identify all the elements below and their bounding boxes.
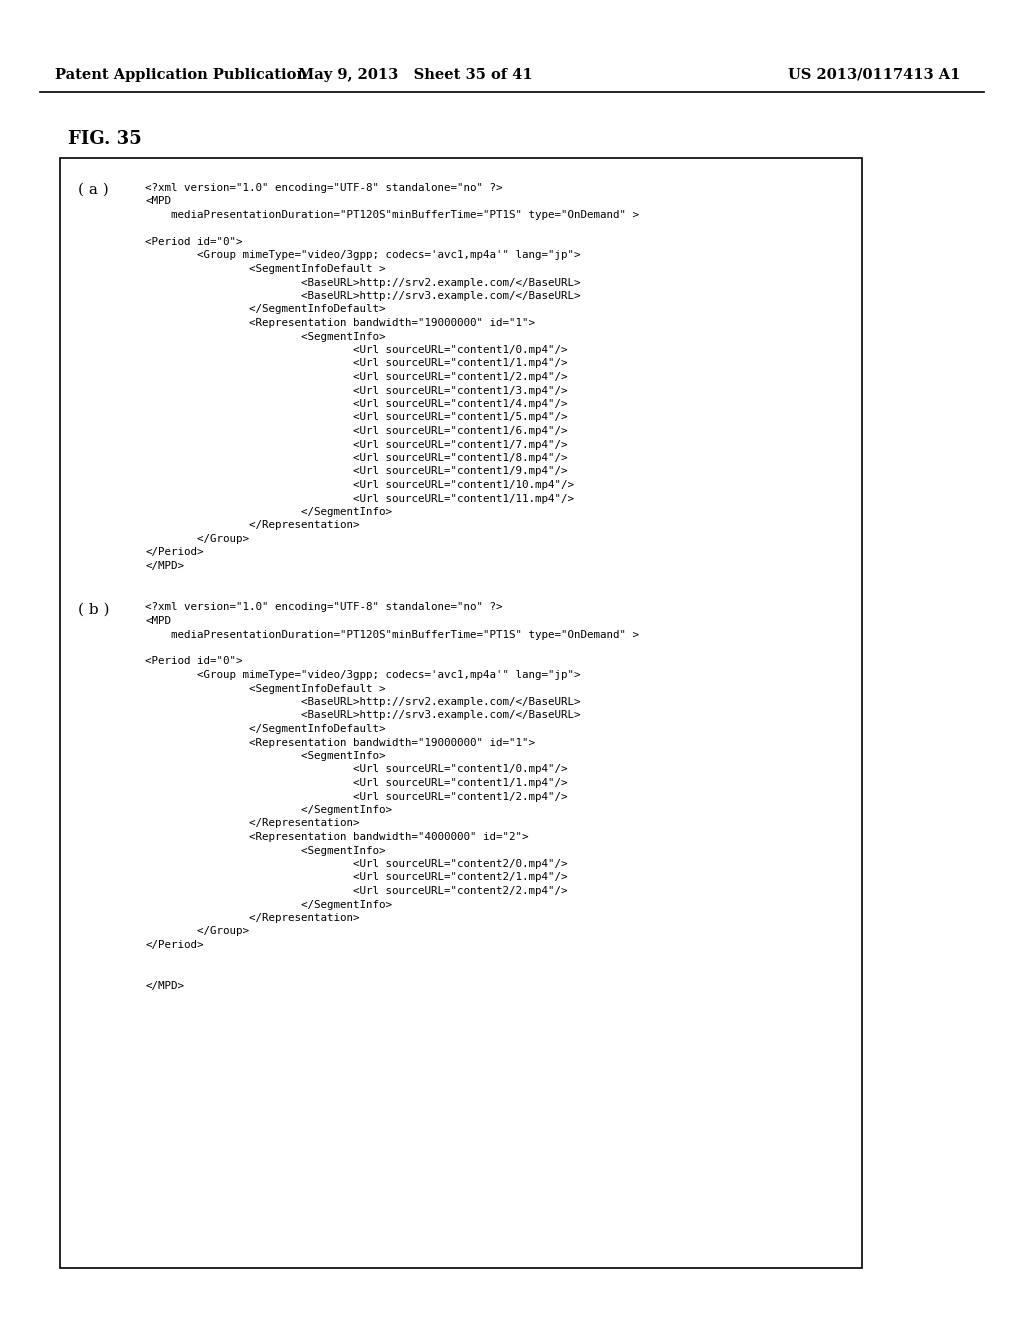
Text: <Url sourceURL="content1/3.mp4"/>: <Url sourceURL="content1/3.mp4"/> <box>145 385 567 396</box>
Text: mediaPresentationDuration="PT120S"minBufferTime="PT1S" type="OnDemand" >: mediaPresentationDuration="PT120S"minBuf… <box>145 630 639 639</box>
Text: US 2013/0117413 A1: US 2013/0117413 A1 <box>787 69 961 82</box>
Text: </MPD>: </MPD> <box>145 981 184 990</box>
Text: <Url sourceURL="content1/6.mp4"/>: <Url sourceURL="content1/6.mp4"/> <box>145 426 567 436</box>
Text: <Url sourceURL="content1/10.mp4"/>: <Url sourceURL="content1/10.mp4"/> <box>145 480 574 490</box>
Text: <Url sourceURL="content1/11.mp4"/>: <Url sourceURL="content1/11.mp4"/> <box>145 494 574 503</box>
Text: <BaseURL>http://srv2.example.com/</BaseURL>: <BaseURL>http://srv2.example.com/</BaseU… <box>145 277 581 288</box>
Text: <?xml version="1.0" encoding="UTF-8" standalone="no" ?>: <?xml version="1.0" encoding="UTF-8" sta… <box>145 602 503 612</box>
Text: Patent Application Publication: Patent Application Publication <box>55 69 307 82</box>
Text: </Group>: </Group> <box>145 927 249 936</box>
Text: </SegmentInfoDefault>: </SegmentInfoDefault> <box>145 305 385 314</box>
Text: </SegmentInfo>: </SegmentInfo> <box>145 507 392 517</box>
Bar <box>60 158 862 1269</box>
Text: </Period>: </Period> <box>145 548 204 557</box>
Text: <Url sourceURL="content1/0.mp4"/>: <Url sourceURL="content1/0.mp4"/> <box>145 764 567 775</box>
Text: <SegmentInfo>: <SegmentInfo> <box>145 846 385 855</box>
Text: <Representation bandwidth="19000000" id="1">: <Representation bandwidth="19000000" id=… <box>145 318 535 327</box>
Text: <BaseURL>http://srv2.example.com/</BaseURL>: <BaseURL>http://srv2.example.com/</BaseU… <box>145 697 581 708</box>
Text: <Url sourceURL="content2/0.mp4"/>: <Url sourceURL="content2/0.mp4"/> <box>145 859 567 869</box>
Text: <SegmentInfoDefault >: <SegmentInfoDefault > <box>145 684 385 693</box>
Text: mediaPresentationDuration="PT120S"minBufferTime="PT1S" type="OnDemand" >: mediaPresentationDuration="PT120S"minBuf… <box>145 210 639 220</box>
Text: <Url sourceURL="content1/0.mp4"/>: <Url sourceURL="content1/0.mp4"/> <box>145 345 567 355</box>
Text: FIG. 35: FIG. 35 <box>68 129 141 148</box>
Text: <Url sourceURL="content1/9.mp4"/>: <Url sourceURL="content1/9.mp4"/> <box>145 466 567 477</box>
Text: <Representation bandwidth="19000000" id="1">: <Representation bandwidth="19000000" id=… <box>145 738 535 747</box>
Text: <Url sourceURL="content1/7.mp4"/>: <Url sourceURL="content1/7.mp4"/> <box>145 440 567 450</box>
Text: </Representation>: </Representation> <box>145 818 359 829</box>
Text: <Url sourceURL="content1/8.mp4"/>: <Url sourceURL="content1/8.mp4"/> <box>145 453 567 463</box>
Text: <BaseURL>http://srv3.example.com/</BaseURL>: <BaseURL>http://srv3.example.com/</BaseU… <box>145 710 581 721</box>
Text: <Url sourceURL="content1/4.mp4"/>: <Url sourceURL="content1/4.mp4"/> <box>145 399 567 409</box>
Text: </Representation>: </Representation> <box>145 520 359 531</box>
Text: </SegmentInfo>: </SegmentInfo> <box>145 805 392 814</box>
Text: <Period id="0">: <Period id="0"> <box>145 656 243 667</box>
Text: <SegmentInfo>: <SegmentInfo> <box>145 751 385 762</box>
Text: <Url sourceURL="content1/1.mp4"/>: <Url sourceURL="content1/1.mp4"/> <box>145 777 567 788</box>
Text: <MPD: <MPD <box>145 197 171 206</box>
Text: <BaseURL>http://srv3.example.com/</BaseURL>: <BaseURL>http://srv3.example.com/</BaseU… <box>145 290 581 301</box>
Text: <SegmentInfoDefault >: <SegmentInfoDefault > <box>145 264 385 275</box>
Text: <Url sourceURL="content1/1.mp4"/>: <Url sourceURL="content1/1.mp4"/> <box>145 359 567 368</box>
Text: <MPD: <MPD <box>145 616 171 626</box>
Text: <Url sourceURL="content2/1.mp4"/>: <Url sourceURL="content2/1.mp4"/> <box>145 873 567 883</box>
Text: </MPD>: </MPD> <box>145 561 184 572</box>
Text: </Period>: </Period> <box>145 940 204 950</box>
Text: <Group mimeType="video/3gpp; codecs='avc1,mp4a'" lang="jp">: <Group mimeType="video/3gpp; codecs='avc… <box>145 251 581 260</box>
Text: <Url sourceURL="content1/2.mp4"/>: <Url sourceURL="content1/2.mp4"/> <box>145 372 567 381</box>
Text: <Url sourceURL="content1/2.mp4"/>: <Url sourceURL="content1/2.mp4"/> <box>145 792 567 801</box>
Text: <Representation bandwidth="4000000" id="2">: <Representation bandwidth="4000000" id="… <box>145 832 528 842</box>
Text: ( a ): ( a ) <box>78 183 109 197</box>
Text: ( b ): ( b ) <box>78 602 110 616</box>
Text: <Url sourceURL="content2/2.mp4"/>: <Url sourceURL="content2/2.mp4"/> <box>145 886 567 896</box>
Text: <?xml version="1.0" encoding="UTF-8" standalone="no" ?>: <?xml version="1.0" encoding="UTF-8" sta… <box>145 183 503 193</box>
Text: <Url sourceURL="content1/5.mp4"/>: <Url sourceURL="content1/5.mp4"/> <box>145 412 567 422</box>
Text: <Period id="0">: <Period id="0"> <box>145 238 243 247</box>
Text: <Group mimeType="video/3gpp; codecs='avc1,mp4a'" lang="jp">: <Group mimeType="video/3gpp; codecs='avc… <box>145 671 581 680</box>
Text: <SegmentInfo>: <SegmentInfo> <box>145 331 385 342</box>
Text: </SegmentInfoDefault>: </SegmentInfoDefault> <box>145 723 385 734</box>
Text: </Group>: </Group> <box>145 535 249 544</box>
Text: May 9, 2013   Sheet 35 of 41: May 9, 2013 Sheet 35 of 41 <box>298 69 532 82</box>
Text: </SegmentInfo>: </SegmentInfo> <box>145 899 392 909</box>
Text: </Representation>: </Representation> <box>145 913 359 923</box>
